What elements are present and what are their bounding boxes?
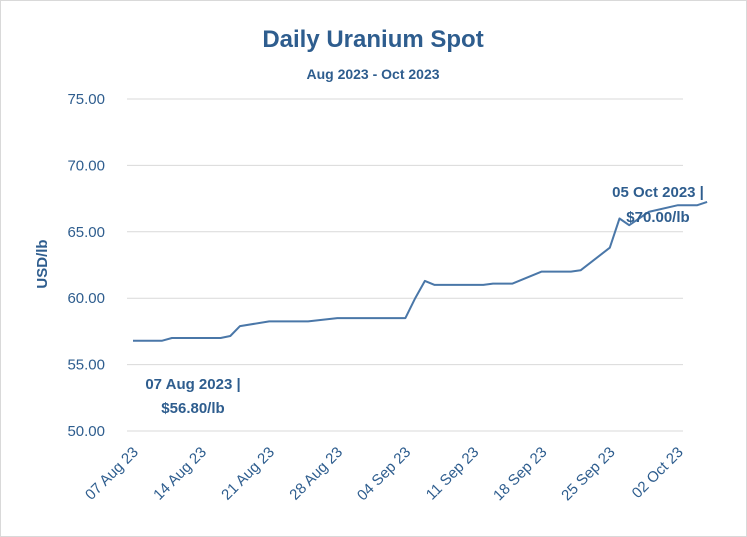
x-tick-label: 21 Aug 23 [218,444,278,504]
series-layer [133,200,708,342]
x-tick-label: 11 Sep 23 [423,444,483,504]
annotation-date: 05 Oct 2023 | [612,184,704,201]
annotation-price: $56.80/lb [161,400,224,417]
x-tick-label: 28 Aug 23 [286,444,346,504]
x-tick-label: 04 Sep 23 [354,444,414,504]
annotations: 07 Aug 2023 | $56.80/lb 05 Oct 2023 | $70.0… [145,184,704,417]
chart-subtitle: Aug 2023 - Oct 2023 [306,66,439,82]
gridlines [127,98,683,432]
y-tick-label: 65.00 [67,224,105,241]
y-tick-label: 50.00 [67,423,105,440]
annotation-date: 07 Aug 2023 | [145,376,240,393]
x-tick-label: 07 Aug 23 [82,444,142,504]
x-tick-label: 02 Oct 23 [629,444,687,502]
y-tick-label: 75.00 [67,91,105,108]
y-tick-label: 60.00 [67,290,105,307]
x-tick-label: 14 Aug 23 [150,444,210,504]
annotation-price: $70.00/lb [626,209,689,226]
y-axis-ticks: 50.00 55.00 60.00 65.00 70.00 75.00 [67,91,105,440]
chart-title: Daily Uranium Spot [262,26,483,53]
x-tick-label: 18 Sep 23 [490,444,550,504]
x-axis-ticks: 07 Aug 23 14 Aug 23 21 Aug 23 28 Aug 23 04 S… [82,444,687,504]
y-tick-label: 70.00 [67,157,105,174]
x-tick-label: 25 Sep 23 [558,444,618,504]
y-axis-label: USD/lb [34,239,51,288]
y-tick-label: 55.00 [67,357,105,374]
series-line [133,200,708,342]
